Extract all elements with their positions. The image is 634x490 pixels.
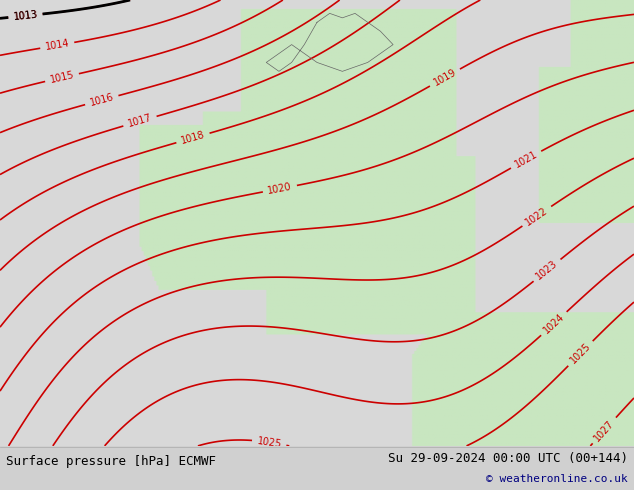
Text: Surface pressure [hPa] ECMWF: Surface pressure [hPa] ECMWF [6,455,216,468]
Text: 1023: 1023 [534,259,560,282]
Text: 1024: 1024 [541,312,566,336]
Text: 1027: 1027 [592,418,616,443]
Text: 1016: 1016 [89,92,115,108]
Text: 1025: 1025 [256,436,282,449]
Text: 1017: 1017 [127,113,153,129]
Text: 1025: 1025 [568,341,593,366]
Text: 1014: 1014 [44,38,70,52]
Text: Su 29-09-2024 00:00 UTC (00+144): Su 29-09-2024 00:00 UTC (00+144) [387,452,628,465]
Text: 1019: 1019 [432,67,458,88]
Text: 1022: 1022 [524,205,550,227]
Text: © weatheronline.co.uk: © weatheronline.co.uk [486,474,628,484]
Text: 1015: 1015 [49,70,75,85]
Text: 1013: 1013 [13,9,38,22]
Text: 1013: 1013 [13,9,38,22]
Text: 1020: 1020 [267,181,293,196]
Text: 1018: 1018 [180,130,206,146]
Text: 1021: 1021 [513,149,539,170]
